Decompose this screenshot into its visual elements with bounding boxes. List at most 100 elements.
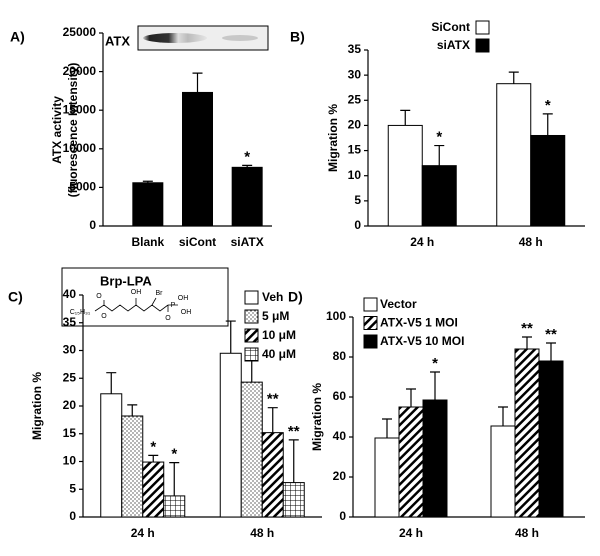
structure-atom: Br	[156, 290, 164, 297]
significance: **	[267, 391, 279, 408]
y-axis-label: Migration %	[326, 104, 340, 172]
y-tick-label: 20	[63, 398, 77, 412]
y-tick-label: 0	[89, 218, 96, 232]
legend-swatch	[244, 347, 259, 362]
significance: **	[545, 326, 557, 343]
x-tick-label: 24 h	[410, 235, 434, 249]
y-tick-label: 25	[63, 370, 77, 384]
x-tick-label: 24 h	[131, 526, 155, 540]
structure-atom: O	[101, 313, 107, 320]
bar	[261, 432, 284, 518]
y-tick-label: 0	[339, 509, 346, 523]
panel-label: B)	[290, 29, 305, 45]
bar	[132, 182, 164, 227]
bar	[514, 348, 540, 518]
y-tick-label: 20	[348, 118, 362, 132]
panel-label: A)	[10, 29, 25, 45]
legend-label: 40 μM	[262, 347, 296, 361]
y-tick-label: 15000	[63, 102, 97, 116]
y-tick-label: 40	[333, 429, 347, 443]
y-tick-label: 25000	[63, 25, 97, 39]
structure-atom: OH	[131, 289, 142, 296]
error-bar	[508, 71, 519, 84]
y-tick-label: 35	[348, 42, 362, 56]
legend-label: 10 μM	[262, 328, 296, 342]
error-bar	[267, 407, 278, 433]
blot-band	[143, 33, 207, 43]
y-tick-label: 100	[326, 309, 346, 323]
significance: *	[432, 355, 438, 372]
bar	[240, 381, 263, 518]
significance: *	[171, 446, 177, 463]
significance: **	[521, 320, 533, 337]
legend-label: siATX	[437, 38, 470, 52]
error-bar	[127, 404, 138, 416]
error-bar	[288, 439, 299, 483]
significance: *	[150, 438, 156, 455]
significance: *	[244, 148, 250, 165]
panel-label: D)	[288, 289, 303, 305]
y-axis-label: Migration %	[310, 383, 324, 451]
y-tick-label: 10	[63, 454, 77, 468]
bar	[387, 124, 423, 227]
significance: *	[545, 97, 551, 114]
blot-band	[222, 35, 258, 41]
legend-swatch	[363, 316, 378, 330]
bar	[398, 406, 424, 518]
bar	[538, 360, 564, 518]
y-tick-label: 35	[63, 315, 77, 329]
x-tick-label: siATX	[231, 235, 264, 249]
structure-bonds	[94, 297, 178, 312]
y-axis-label: Migration %	[30, 372, 44, 440]
bar	[142, 461, 165, 518]
bar	[282, 482, 305, 518]
x-tick-label: 24 h	[399, 526, 423, 540]
error-bar	[434, 144, 445, 166]
structure-atom: OH	[181, 309, 192, 316]
legend-swatch	[244, 309, 259, 324]
y-tick-label: 80	[333, 349, 347, 363]
legend-label: ATX-V5 1 MOI	[380, 316, 458, 330]
structure-frame	[61, 267, 229, 327]
legend-swatch	[475, 20, 490, 35]
y-tick-label: 25	[348, 92, 362, 106]
y-tick-label: 20	[333, 469, 347, 483]
legend-swatch	[244, 290, 259, 305]
error-bar	[546, 342, 556, 361]
error-bar	[142, 180, 153, 183]
error-bar	[542, 113, 553, 136]
bar	[421, 165, 457, 227]
error-bar	[192, 72, 203, 93]
legend-swatch	[475, 38, 490, 53]
inset-label: Brp-LPA	[100, 273, 152, 288]
error-bar	[498, 406, 508, 426]
significance: **	[288, 423, 300, 440]
panel-label: C)	[8, 289, 23, 305]
structure-atom: OH	[178, 295, 189, 302]
error-bar	[430, 371, 440, 400]
y-tick-label: 60	[333, 389, 347, 403]
y-tick-label: 30	[63, 343, 77, 357]
bar	[231, 166, 263, 227]
x-tick-label: Blank	[131, 235, 164, 249]
legend-label: Vector	[380, 297, 417, 311]
structure-atom: P	[171, 302, 176, 309]
bar	[374, 437, 400, 518]
structure-atom: O	[96, 293, 102, 300]
bar	[422, 399, 448, 518]
x-tick-label: 48 h	[250, 526, 274, 540]
legend-label: SiCont	[431, 20, 470, 34]
error-bar	[406, 388, 416, 407]
significance: *	[436, 129, 442, 146]
error-bar	[148, 454, 159, 463]
bar	[219, 352, 242, 518]
bar	[490, 425, 516, 518]
error-bar	[169, 462, 180, 496]
y-axis-label: (fluorescence Intensity)	[66, 63, 80, 198]
error-bar	[522, 336, 532, 349]
y-axis-label: ATX activity	[50, 96, 64, 164]
x-tick-label: 48 h	[519, 235, 543, 249]
bar	[496, 83, 532, 227]
legend-swatch	[244, 328, 259, 343]
error-bar	[382, 418, 392, 438]
